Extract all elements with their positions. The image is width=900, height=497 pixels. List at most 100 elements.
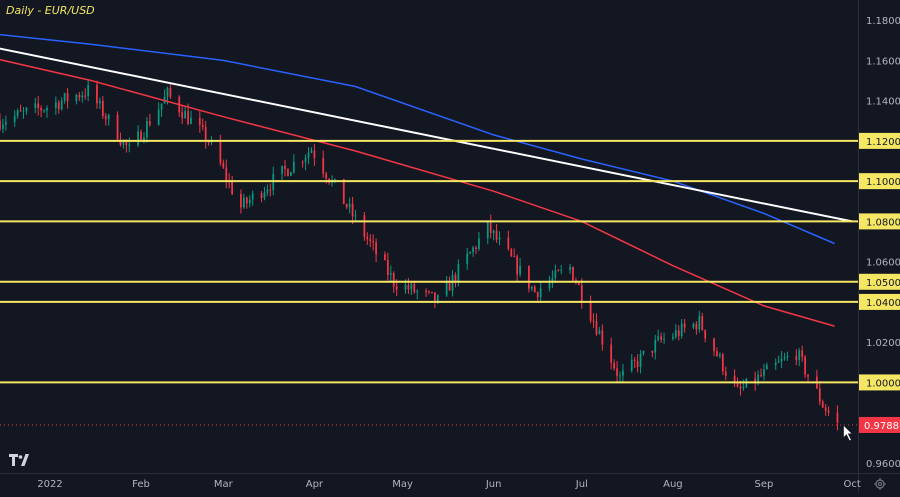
candle-body (137, 131, 139, 145)
candle-body (81, 95, 84, 98)
candle-body (766, 365, 768, 370)
candle-body (554, 270, 557, 278)
candle-body (392, 273, 395, 287)
candle-body (16, 110, 19, 116)
candle-body (395, 286, 398, 290)
candle-body (674, 330, 677, 337)
candle-body (548, 281, 551, 289)
price-tick-label: 1.16000 (866, 56, 900, 67)
candle-body (763, 369, 765, 376)
candle-body (184, 110, 186, 119)
candle-body (704, 329, 707, 339)
candle-body (345, 204, 348, 208)
candle-body (622, 370, 624, 376)
candle-body (225, 167, 228, 181)
candle-body (592, 320, 595, 322)
candle-body (384, 254, 386, 260)
candle-body (334, 178, 336, 180)
candle-body (63, 93, 66, 101)
candle-body (157, 109, 160, 125)
price-level-badge (859, 273, 900, 290)
candle-body (692, 323, 695, 328)
candle-body (516, 256, 519, 275)
candle-body (633, 359, 636, 362)
candle-body (436, 295, 439, 303)
candle-body (557, 270, 560, 272)
candle-body (654, 339, 657, 353)
candle-body (807, 374, 809, 377)
candle-body (240, 194, 242, 208)
candle-body (4, 121, 7, 125)
candle-body (166, 88, 169, 97)
candle-body (619, 375, 621, 377)
candle-body (46, 107, 48, 111)
price-tick-label: 1.04000 (866, 298, 900, 309)
price-level-badge (859, 374, 900, 391)
candle-body (431, 291, 433, 293)
candle-body (40, 108, 43, 111)
candle-body (724, 371, 727, 376)
candle-body (43, 110, 45, 112)
candle-body (263, 192, 266, 198)
candle-body (245, 197, 248, 204)
candle-body (116, 114, 119, 141)
candle-body (636, 361, 639, 368)
candle-body (313, 150, 316, 159)
candle-body (613, 362, 615, 369)
candle-body (96, 84, 98, 104)
candle-body (266, 189, 269, 193)
candle-body (475, 247, 477, 249)
candle-body (78, 94, 81, 98)
candle-body (160, 103, 163, 110)
candle-body (530, 286, 533, 289)
price-level-badge (859, 132, 900, 149)
candle-body (413, 283, 416, 293)
candle-body (428, 291, 430, 293)
price-tick-label: 1.18000 (866, 16, 900, 27)
candle-body (486, 220, 489, 239)
candle-body (310, 150, 313, 153)
candle-body (416, 291, 419, 293)
candle-body (204, 126, 207, 142)
candle-body (404, 284, 407, 290)
candle-body (572, 266, 574, 281)
candle-body (601, 330, 604, 345)
candle-body (101, 100, 104, 117)
price-level-badge (859, 173, 900, 190)
candle-body (125, 140, 128, 146)
candle-body (19, 110, 22, 112)
candle-body (169, 88, 172, 97)
candle-body (22, 110, 25, 112)
candle-body (528, 265, 530, 289)
candle-body (386, 259, 389, 275)
time-tick-label: Oct (843, 479, 860, 490)
candle-body (657, 336, 660, 340)
candle-body (407, 284, 410, 290)
candle-body (739, 386, 742, 389)
candle-body (148, 121, 151, 125)
candle-body (469, 252, 472, 254)
candle-body (87, 84, 90, 97)
candle-body (281, 165, 283, 174)
candle-body (325, 173, 328, 179)
candle-body (519, 265, 521, 275)
candle-body (207, 141, 210, 143)
candle-body (2, 124, 4, 129)
candle-body (301, 161, 304, 163)
candle-body (777, 361, 780, 363)
gear-icon[interactable] (874, 478, 886, 490)
candle-body (672, 336, 674, 339)
time-tick-label: Sep (755, 479, 774, 490)
candle-body (498, 237, 501, 240)
candle-body (284, 165, 286, 170)
candle-body (783, 357, 786, 359)
candle-body (818, 388, 821, 402)
candle-body (104, 116, 107, 120)
candle-body (248, 199, 251, 204)
candle-body (478, 238, 480, 249)
